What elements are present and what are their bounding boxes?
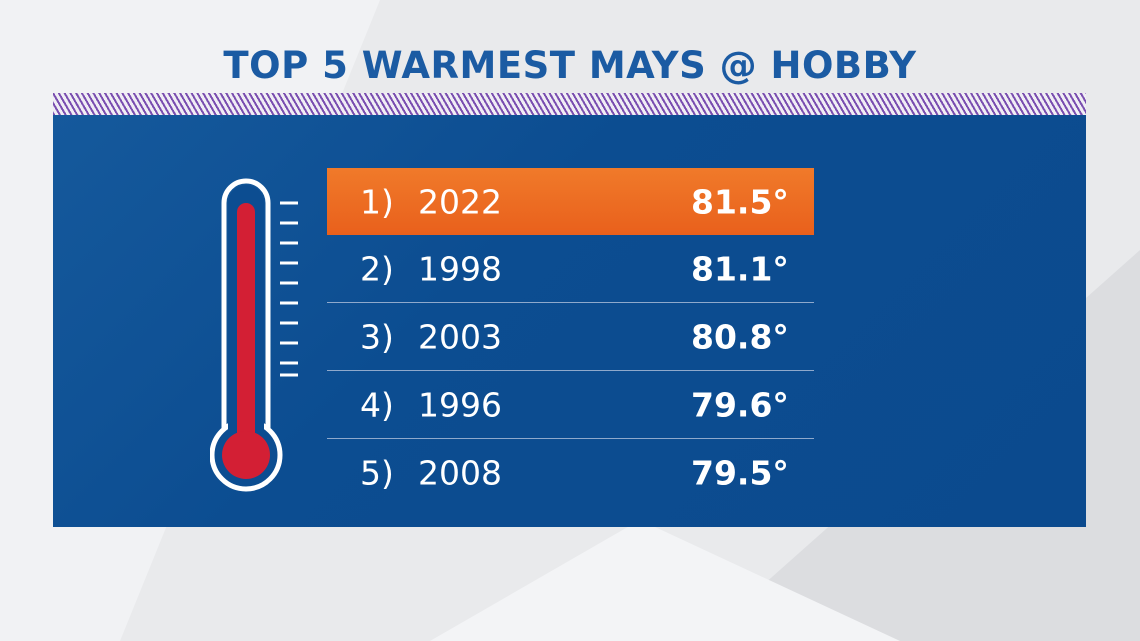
bg-shape: [430, 520, 900, 641]
table-row: 3) 2003 80.8°: [327, 302, 814, 370]
table-row: 5) 2008 79.5°: [327, 438, 814, 506]
cell-rank: 5): [360, 453, 394, 492]
cell-rank: 4): [360, 385, 394, 424]
table-row: 1) 2022 81.5°: [327, 168, 814, 235]
thermo-ticks: [280, 201, 298, 377]
cell-year: 1998: [418, 249, 502, 288]
cell-year: 2003: [418, 317, 502, 356]
cell-temp: 80.8°: [691, 317, 789, 356]
thermo-mercury-bulb: [222, 431, 270, 479]
thermometer: [210, 178, 298, 492]
stripe-band: [53, 93, 1086, 115]
cell-year: 1996: [418, 385, 502, 424]
thermo-mercury: [237, 203, 255, 453]
cell-temp: 81.5°: [691, 182, 789, 221]
cell-temp: 79.5°: [691, 453, 789, 492]
cell-temp: 81.1°: [691, 249, 789, 288]
title: TOP 5 WARMEST MAYS @ HOBBY: [223, 44, 917, 87]
table-row: 2) 1998 81.1°: [327, 235, 814, 302]
cell-year: 2008: [418, 453, 502, 492]
cell-rank: 3): [360, 317, 394, 356]
cell-year: 2022: [418, 182, 502, 221]
cell-rank: 1): [360, 182, 394, 221]
cell-temp: 79.6°: [691, 385, 789, 424]
cell-rank: 2): [360, 249, 394, 288]
table-row: 4) 1996 79.6°: [327, 370, 814, 438]
